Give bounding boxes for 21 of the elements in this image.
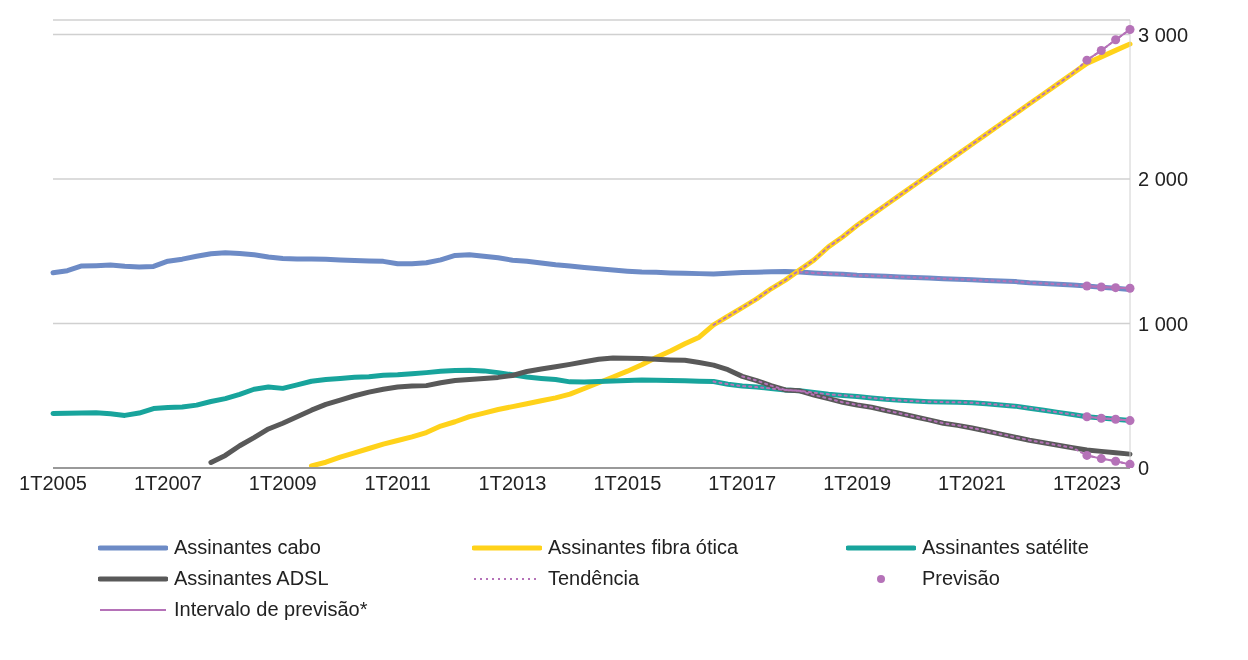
legend-label: Intervalo de previsão* (174, 598, 368, 621)
x-tick-label: 1T2005 (19, 472, 87, 495)
x-tick-label: 1T2017 (708, 472, 777, 495)
legend-label: Assinantes fibra ótica (548, 536, 739, 559)
x-tick-label: 1T2023 (1053, 472, 1121, 495)
legend-label: Previsão (922, 567, 1000, 590)
x-tick-label: 1T2007 (133, 472, 202, 495)
legend-label: Assinantes cabo (174, 536, 321, 559)
x-tick-label: 1T2013 (478, 472, 547, 495)
y-tick-label: 3 000 (1138, 23, 1189, 46)
x-tick-label: 1T2021 (938, 472, 1006, 495)
x-tick-label: 1T2011 (364, 472, 431, 495)
legend-label: Assinantes ADSL (174, 567, 329, 590)
y-tick-label: 1 000 (1138, 312, 1189, 335)
y-tick-label: 2 000 (1138, 168, 1189, 191)
x-tick-label: 1T2019 (823, 472, 892, 495)
y-tick-label: 0 (1138, 457, 1150, 480)
x-tick-label: 1T2009 (248, 472, 317, 495)
x-tick-label: 1T2015 (593, 472, 662, 495)
legend-label: Tendência (548, 567, 640, 590)
legend-label: Assinantes satélite (922, 536, 1089, 559)
